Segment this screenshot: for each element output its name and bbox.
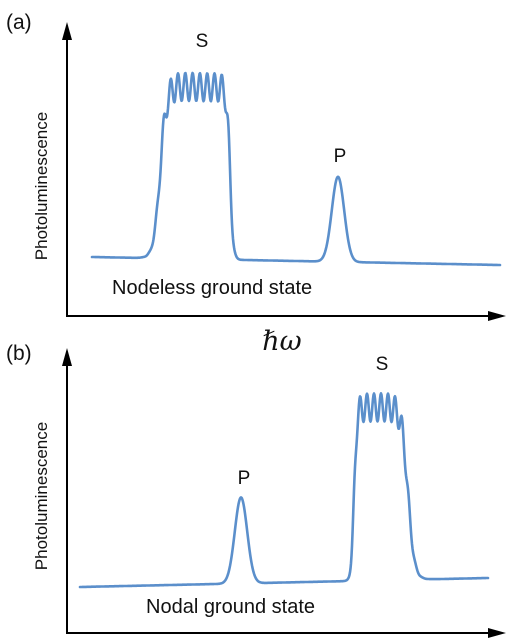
panel-b-y-label: Photoluminescence	[32, 422, 51, 570]
panel-a-s-label: S	[196, 31, 209, 52]
panel-a-caption: Nodeless ground state	[112, 277, 312, 299]
panel-a-p-label: P	[334, 146, 347, 167]
panel-b-letter: (b)	[6, 342, 32, 365]
panel-b-s-label: S	[376, 354, 389, 375]
panel-b-x-arrow	[488, 628, 506, 638]
panel-b-spectrum	[78, 392, 490, 589]
panel-b-y-arrow	[62, 348, 72, 366]
panel-b-caption: Nodal ground state	[146, 596, 315, 618]
panel-b: (b) Photoluminescence S P Nodal ground s…	[6, 342, 506, 638]
panel-a-x-arrow	[488, 311, 506, 321]
panel-a-y-label: Photoluminescence	[32, 112, 51, 260]
panel-a-spectrum	[90, 71, 502, 267]
panel-a-y-arrow	[62, 22, 72, 40]
panel-a: (a) Photoluminescence S P Nodeless groun…	[6, 11, 506, 321]
panel-a-letter: (a)	[6, 11, 32, 34]
panel-b-p-label: P	[238, 468, 251, 489]
x-axis-symbol: ℏω	[262, 326, 301, 357]
